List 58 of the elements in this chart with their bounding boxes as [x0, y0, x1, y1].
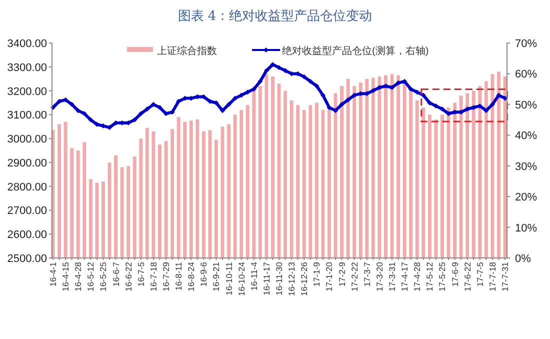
x-tick-label: 17-5-12 [424, 262, 435, 292]
x-tick-label: 17-5-25 [437, 262, 448, 292]
y2-tick-label: 20% [515, 192, 538, 204]
y2-tick-label: 10% [515, 222, 538, 234]
x-tick-label: 16-9-6 [198, 262, 209, 287]
x-tick-label: 17-7-5 [474, 262, 485, 287]
x-tick-label: 16-11-4 [248, 262, 259, 291]
x-tick-label: 16-8-11 [174, 262, 184, 291]
x-tick-label: 16-11-17 [261, 262, 272, 296]
y2-tick-label: 60% [515, 68, 538, 81]
y-tick-label: 2800.00 [7, 181, 47, 194]
x-tick-label: 17-1-9 [312, 262, 322, 287]
x-tick-label: 16-11-30 [274, 262, 284, 296]
y2-tick-label: 70% [515, 38, 538, 50]
y-tick-label: 3300.00 [7, 62, 47, 74]
x-tick-label: 16-6-7 [110, 262, 121, 287]
y2-tick-label: 40% [515, 130, 538, 142]
y2-tick-label: 50% [515, 99, 538, 112]
x-tick-label: 17-7-31 [500, 262, 510, 292]
x-tick-label: 16-7-5 [136, 262, 146, 287]
y2-tick-label: 30% [515, 160, 538, 173]
x-tick-label: 17-2-9 [336, 262, 347, 287]
x-tick-label: 17-7-18 [487, 262, 498, 292]
x-tick-label: 17-2-22 [349, 262, 360, 292]
x-tick-label: 16-12-26 [299, 262, 310, 296]
x-tick-label: 16-7-18 [148, 262, 158, 292]
x-tick-label: 17-6-22 [462, 262, 472, 292]
y-tick-label: 2900.00 [7, 157, 47, 170]
y-tick-label: 3400.00 [7, 38, 47, 50]
x-tick-label: 16-9-21 [211, 262, 222, 292]
x-tick-label: 17-3-7 [362, 262, 372, 287]
x-tick-label: 17-3-20 [374, 262, 384, 292]
y-tick-label: 3200.00 [7, 86, 47, 98]
x-tick-label: 16-4-1 [48, 262, 58, 287]
legend-label: 绝对收益型产品仓位(测算，右轴) [282, 45, 429, 57]
x-tick-label: 16-10-11 [224, 262, 234, 296]
x-tick-label: 16-4-15 [60, 262, 71, 292]
x-tick-label: 17-4-28 [412, 262, 422, 292]
y-tick-label: 3100.00 [7, 110, 47, 122]
x-tick-label: 16-5-12 [86, 262, 96, 292]
x-tick-label: 16-12-13 [286, 262, 297, 296]
x-tick-label: 16-8-24 [186, 262, 196, 292]
y2-tick-label: 0% [515, 253, 532, 265]
chart-title: 图表 4：绝对收益型产品仓位变动 [178, 9, 372, 24]
y-tick-label: 2500.00 [7, 253, 47, 265]
y-tick-label: 3000.00 [7, 134, 47, 146]
x-tick-label: 17-6-9 [450, 262, 460, 287]
y-tick-label: 2700.00 [7, 205, 47, 218]
y-tick-label: 2600.00 [7, 229, 47, 242]
x-tick-label: 16-6-22 [123, 262, 134, 292]
legend-label: 上证综合指数 [157, 45, 217, 57]
x-tick-label: 16-7-29 [161, 262, 171, 292]
x-tick-label: 16-5-25 [98, 262, 108, 292]
x-tick-label: 16-4-28 [73, 262, 84, 292]
x-tick-label: 17-3-31 [387, 262, 397, 292]
x-tick-label: 17-1-20 [324, 262, 334, 292]
x-tick-label: 17-4-17 [400, 262, 410, 292]
x-tick-label: 16-10-24 [236, 262, 246, 296]
